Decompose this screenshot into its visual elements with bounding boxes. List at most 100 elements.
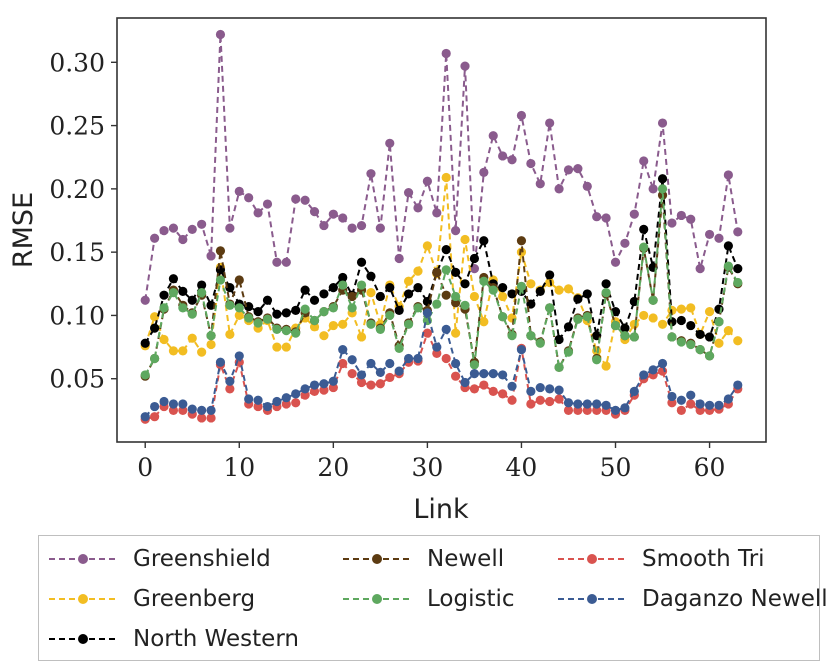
data-point	[168, 288, 179, 298]
data-point	[215, 357, 226, 367]
data-point	[347, 291, 357, 302]
legend-label: North Western	[133, 626, 299, 652]
data-point	[150, 353, 160, 364]
data-point	[140, 412, 150, 422]
data-point	[554, 334, 564, 345]
data-point	[507, 155, 517, 165]
data-point	[507, 381, 517, 391]
data-point	[526, 279, 536, 289]
data-point	[554, 285, 564, 295]
data-point	[281, 308, 291, 318]
data-point	[187, 404, 197, 414]
data-point	[469, 291, 480, 302]
legend-dot	[372, 594, 382, 604]
data-point	[629, 296, 639, 307]
data-point	[667, 391, 677, 402]
data-point	[610, 405, 621, 415]
legend-dot	[372, 554, 382, 564]
data-point	[150, 323, 160, 333]
data-point	[563, 284, 574, 294]
data-point	[554, 394, 564, 404]
data-point	[573, 294, 583, 304]
data-point	[394, 253, 404, 264]
data-point	[535, 286, 545, 296]
legend-marker	[343, 554, 411, 564]
data-point	[168, 346, 179, 356]
data-point	[375, 223, 385, 233]
data-point	[319, 220, 329, 231]
data-point	[545, 384, 555, 394]
data-point	[545, 270, 555, 280]
data-point	[403, 319, 414, 329]
data-point	[507, 331, 517, 341]
data-point	[451, 358, 461, 369]
data-point	[234, 186, 244, 196]
data-point	[328, 282, 338, 293]
y-tick-label: 0.20	[49, 175, 105, 204]
data-point	[300, 285, 310, 295]
data-point	[563, 165, 574, 175]
data-point	[225, 376, 235, 386]
data-point	[206, 413, 216, 423]
data-point	[733, 336, 743, 346]
legend-dot	[78, 594, 88, 604]
data-point	[338, 319, 348, 329]
legend-label: Greenberg	[133, 586, 256, 612]
x-axis: 0 10 20 30 40 50 60	[137, 442, 725, 482]
data-point	[140, 295, 150, 305]
legend-label: Smooth Tri	[642, 546, 765, 572]
legend-item-logistic: Logistic	[341, 582, 515, 616]
data-point	[309, 315, 320, 326]
data-point	[714, 317, 724, 327]
legend-dot	[78, 634, 88, 644]
data-point	[488, 131, 498, 141]
series-line	[144, 312, 739, 418]
data-point	[366, 319, 376, 329]
data-point	[704, 332, 715, 342]
data-point	[432, 348, 442, 358]
series-line	[144, 188, 739, 376]
legend-label: Daganzo Newell	[642, 586, 828, 612]
data-point	[460, 61, 470, 71]
data-point	[375, 367, 385, 377]
data-point	[667, 218, 677, 228]
data-point	[620, 238, 630, 248]
data-point	[225, 384, 235, 394]
data-point	[695, 264, 705, 274]
series-smooth-tri	[140, 328, 743, 424]
data-point	[385, 138, 395, 148]
data-point	[563, 398, 574, 408]
data-point	[723, 261, 733, 271]
legend-marker	[558, 594, 626, 604]
data-point	[159, 303, 169, 313]
data-point	[535, 179, 545, 189]
data-point	[366, 169, 376, 179]
data-point	[592, 405, 602, 415]
data-point	[375, 324, 385, 334]
data-point	[620, 403, 630, 413]
data-point	[545, 118, 555, 128]
data-point	[657, 319, 668, 329]
data-point	[582, 405, 592, 415]
data-point	[253, 395, 263, 405]
data-point	[159, 396, 169, 407]
data-point	[178, 346, 188, 356]
legend-item-greenberg: Greenberg	[47, 582, 255, 616]
data-point	[281, 399, 291, 409]
data-point	[178, 234, 188, 245]
data-point	[356, 220, 367, 231]
data-point	[197, 219, 207, 229]
data-point	[413, 303, 423, 313]
data-point	[244, 394, 254, 404]
data-point	[272, 257, 282, 267]
data-point	[526, 331, 536, 341]
data-point	[592, 212, 602, 222]
data-point	[140, 338, 150, 348]
data-point	[347, 303, 357, 313]
data-point	[573, 314, 583, 324]
data-point	[319, 307, 329, 317]
data-point	[356, 377, 367, 388]
data-point	[704, 307, 715, 317]
data-point	[639, 156, 649, 166]
series-layer	[140, 29, 743, 424]
